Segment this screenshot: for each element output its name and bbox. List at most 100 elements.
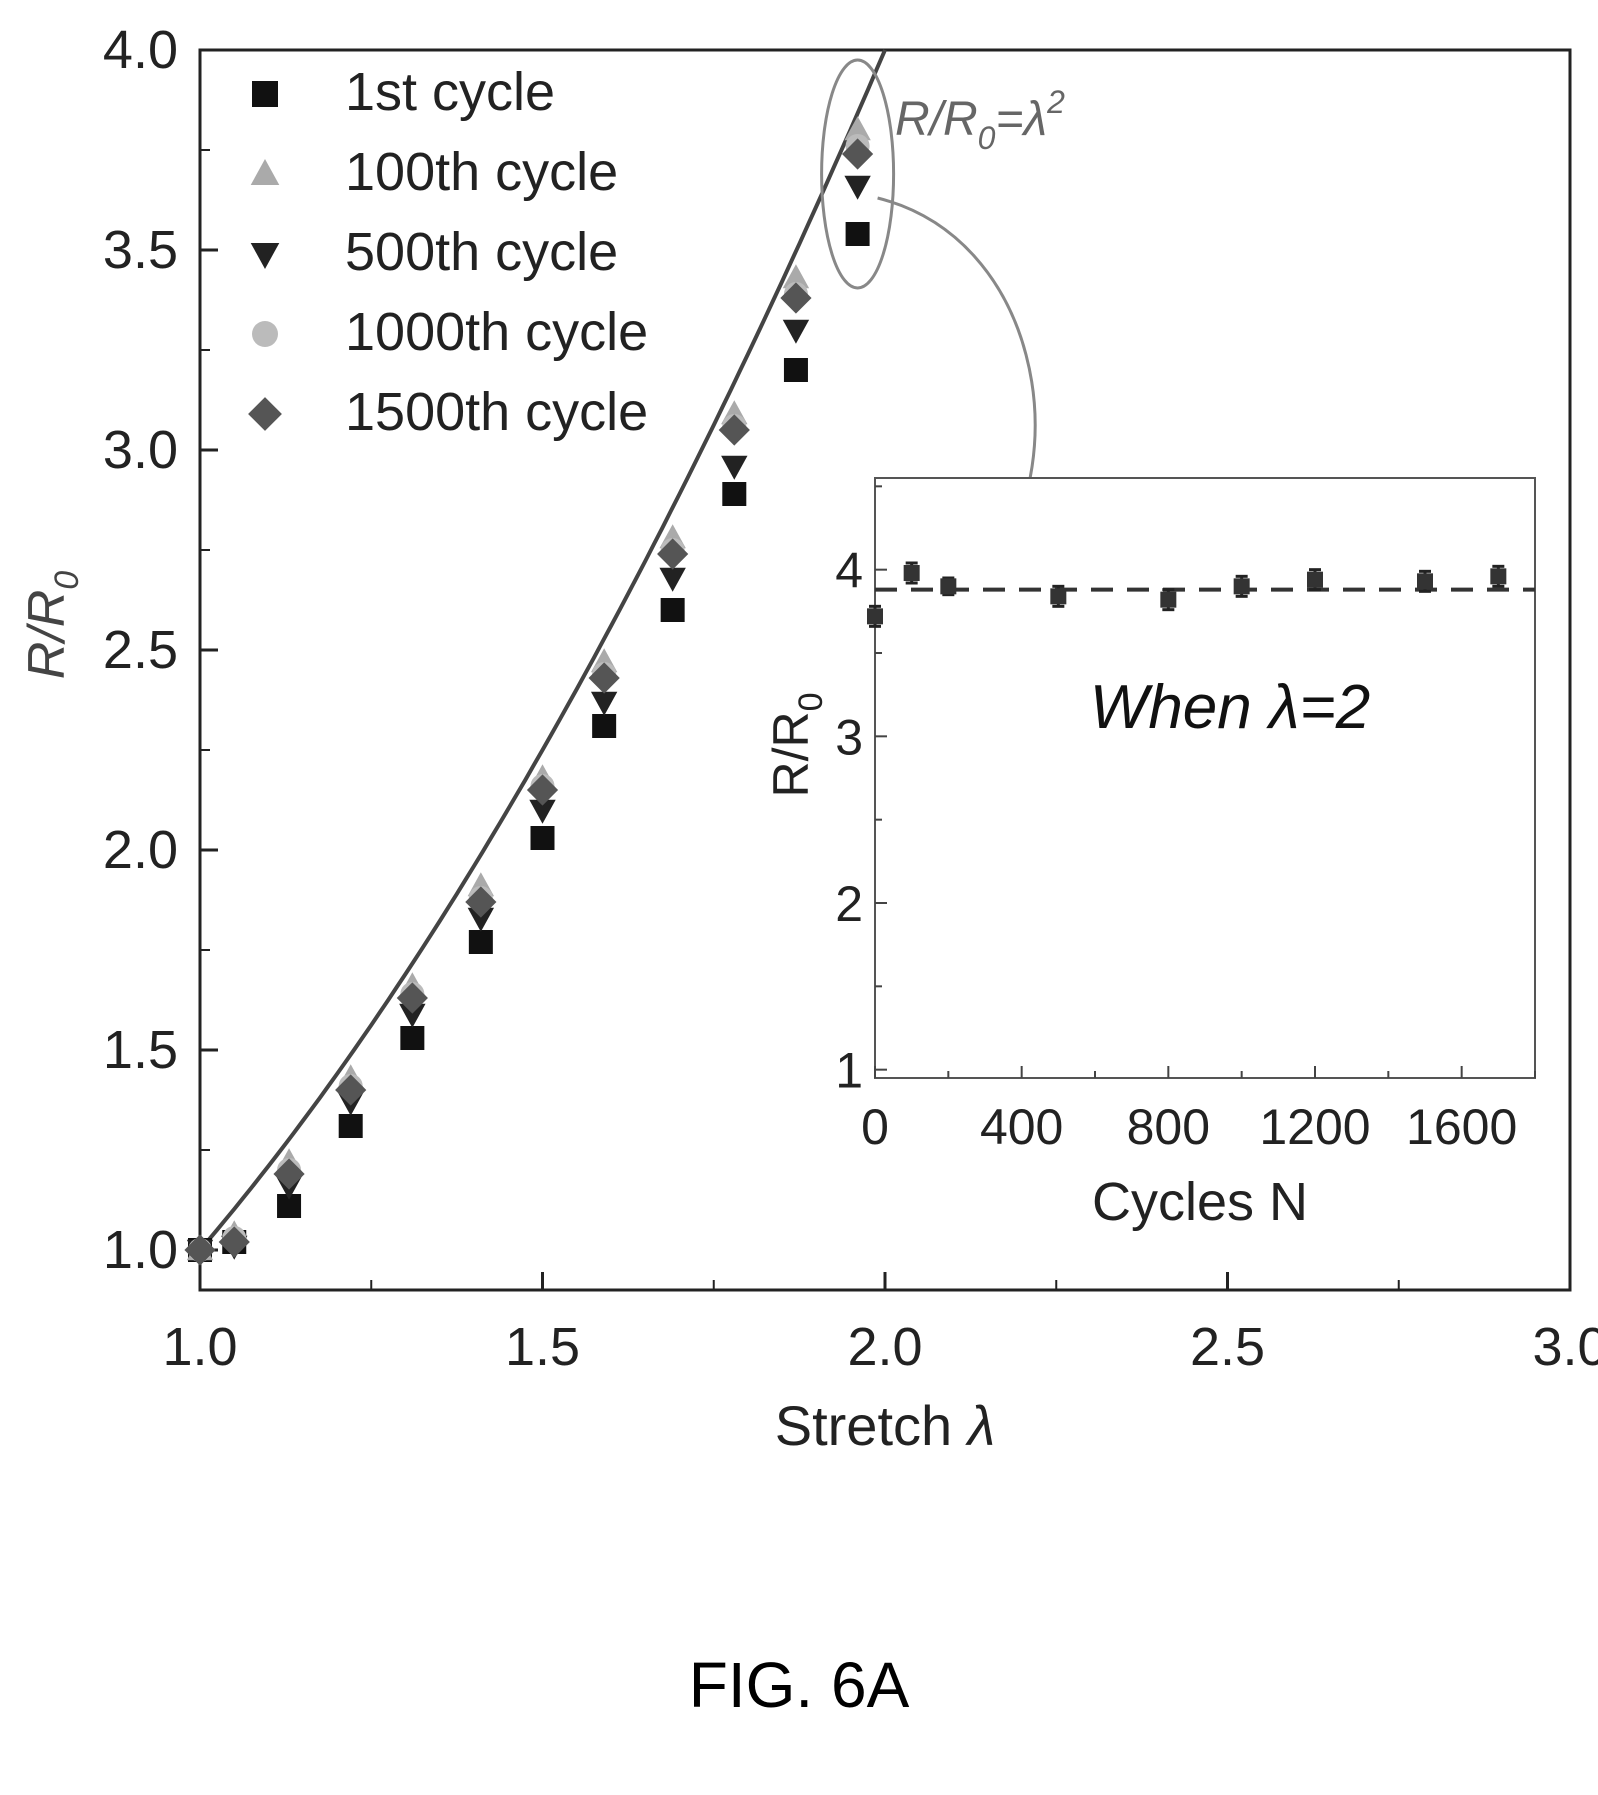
data-point-square	[338, 1114, 363, 1138]
y-tick-label: 4.0	[103, 20, 178, 80]
inset-data-point	[903, 565, 920, 581]
legend-marker-triangle-down	[250, 242, 280, 269]
legend-label: 500th cycle	[345, 222, 618, 282]
data-point-diamond	[273, 1158, 305, 1190]
data-point-triangle-up	[782, 264, 810, 289]
y-tick-label: 2.0	[103, 820, 178, 880]
data-point-diamond	[657, 538, 689, 570]
inset-y-tick-label: 4	[835, 543, 863, 599]
figure-caption: FIG. 6A	[688, 1649, 910, 1721]
inset-y-axis-title: R/R0	[763, 692, 830, 797]
inset-x-tick-label: 0	[861, 1099, 889, 1155]
data-point-triangle-down	[590, 691, 618, 716]
data-point-square	[592, 714, 617, 738]
fit-label-sub: 0	[978, 120, 996, 156]
inset-y-axis-title-sub: 0	[792, 692, 830, 711]
data-point-triangle-down	[529, 799, 556, 824]
data-point-diamond	[335, 1074, 367, 1106]
inset-x-tick-label: 400	[980, 1099, 1063, 1155]
inset-data-point	[1307, 571, 1323, 588]
inset-data-point	[867, 608, 883, 625]
legend-label: 1st cycle	[345, 62, 555, 122]
data-point-triangle-up	[844, 116, 871, 141]
main-x-tick-labels: 1.0 1.5 2.0 2.5 3.0	[162, 1317, 1598, 1377]
x-axis-title-text: Stretch	[775, 1394, 952, 1457]
data-point-diamond	[588, 662, 620, 694]
inset-x-tick-labels: 0 400 800 1200 1600	[861, 1099, 1517, 1155]
inset-plot-frame	[874, 477, 1536, 1079]
legend-marker-circle	[252, 321, 278, 347]
main-y-tick-labels: 1.0 1.5 2.0 2.5 3.0 3.5 4.0	[103, 20, 178, 1280]
x-tick-label: 1.0	[162, 1317, 237, 1377]
y-tick-label: 3.5	[103, 220, 178, 280]
data-point-square	[468, 930, 493, 954]
inset-background	[875, 478, 1535, 1078]
y-tick-label: 2.5	[103, 620, 178, 680]
fit-curve	[198, 49, 887, 1252]
data-point-diamond	[396, 982, 428, 1014]
y-axis-title-text: R/R	[18, 590, 76, 680]
data-point-square	[722, 482, 747, 506]
inset-y-tick-labels: 1 2 3 4	[835, 543, 863, 1099]
legend-marker-triangle-up	[250, 159, 280, 186]
inset-data-points	[867, 561, 1507, 628]
inset-x-axis-title: Cycles N	[1092, 1172, 1308, 1232]
data-point-diamond	[780, 282, 812, 314]
inset-x-tick-label: 800	[1127, 1099, 1210, 1155]
x-tick-label: 2.5	[1190, 1317, 1265, 1377]
inset-data-point	[1160, 591, 1177, 608]
inset-annotation: When λ=2	[1090, 673, 1370, 742]
data-point-square	[783, 358, 808, 382]
callout-ellipse	[820, 58, 896, 290]
data-point-diamond	[842, 138, 874, 170]
figure: 1.0 1.5 2.0 2.5 3.0 1.0 1.5 2.0 2.5 3.0 3.5 4.0 R/…	[18, 20, 1598, 1457]
svg-text:R/R0: R/R0	[763, 692, 830, 797]
data-point-square	[530, 826, 555, 850]
data-point-diamond	[184, 1234, 216, 1266]
data-point-triangle-down	[721, 455, 748, 480]
y-tick-label: 3.0	[103, 420, 178, 480]
legend-marker-square	[252, 81, 278, 107]
x-axis-title: Stretch λ	[775, 1394, 996, 1457]
main-data-points	[184, 116, 874, 1266]
inset-y-tick-label: 2	[835, 876, 863, 932]
data-point-diamond	[218, 1226, 250, 1258]
data-point-diamond	[526, 774, 559, 806]
data-point-triangle-down	[844, 175, 871, 200]
y-tick-label: 1.5	[103, 1020, 178, 1080]
inset-y-tick-label: 3	[835, 709, 863, 765]
main-plot: 1.0 1.5 2.0 2.5 3.0 1.0 1.5 2.0 2.5 3.0 3.5 4.0 R/…	[18, 20, 1598, 1457]
inset-y-axis-title-text: R/R	[763, 711, 819, 797]
y-tick-label: 1.0	[103, 1220, 178, 1280]
legend-label: 1500th cycle	[345, 382, 648, 442]
legend-label: 100th cycle	[345, 142, 618, 202]
x-tick-label: 2.0	[847, 1317, 922, 1377]
legend: 1st cycle 100th cycle 500th cycle 1000th cy…	[248, 62, 648, 442]
inset-x-tick-label: 1600	[1406, 1099, 1517, 1155]
data-point-triangle-down	[782, 319, 810, 344]
data-point-triangle-down	[659, 567, 686, 592]
x-tick-label: 3.0	[1532, 1317, 1598, 1377]
inset-data-point	[1490, 568, 1507, 585]
legend-marker-diamond	[248, 397, 282, 431]
data-point-square	[400, 1026, 425, 1050]
data-point-square	[845, 222, 870, 246]
data-point-diamond	[718, 414, 750, 446]
y-axis-title: R/R0	[18, 571, 86, 680]
data-point-square	[660, 598, 685, 622]
inset-x-tick-label: 1200	[1259, 1099, 1370, 1155]
svg-text:R/R0: R/R0	[18, 571, 86, 680]
x-tick-label: 1.5	[505, 1317, 580, 1377]
inset-data-point	[1417, 573, 1433, 590]
fit-label-sup: 2	[1046, 84, 1065, 120]
y-axis-title-sub: 0	[48, 571, 86, 590]
inset-data-point	[1233, 578, 1250, 595]
inset-axis-ticks	[874, 485, 1536, 1078]
data-point-triangle-down	[399, 1003, 426, 1028]
legend-label: 1000th cycle	[345, 302, 648, 362]
data-point-triangle-down	[467, 907, 495, 932]
fit-label-main: R/R	[895, 93, 978, 146]
inset-y-tick-label: 1	[835, 1043, 863, 1099]
fit-label-rhs: =λ	[995, 93, 1047, 146]
x-axis-title-symbol: λ	[965, 1394, 996, 1457]
